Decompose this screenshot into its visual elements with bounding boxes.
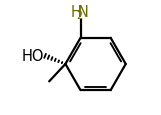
Text: HO: HO xyxy=(21,48,44,63)
Text: 2: 2 xyxy=(76,11,82,21)
Text: H: H xyxy=(71,5,81,20)
Text: N: N xyxy=(78,5,89,20)
